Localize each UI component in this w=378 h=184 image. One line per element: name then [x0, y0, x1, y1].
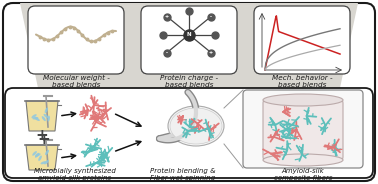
- FancyBboxPatch shape: [254, 6, 350, 74]
- FancyBboxPatch shape: [5, 88, 373, 178]
- FancyBboxPatch shape: [3, 3, 375, 181]
- Text: +: +: [36, 128, 48, 143]
- Ellipse shape: [40, 161, 46, 164]
- Text: N: N: [187, 32, 191, 37]
- Ellipse shape: [34, 117, 40, 121]
- FancyBboxPatch shape: [243, 90, 363, 168]
- Text: Mech. behavior -
based blends: Mech. behavior - based blends: [272, 75, 332, 88]
- Ellipse shape: [42, 116, 46, 121]
- Ellipse shape: [45, 150, 49, 155]
- FancyBboxPatch shape: [263, 100, 343, 160]
- Ellipse shape: [38, 155, 42, 161]
- Polygon shape: [20, 3, 358, 88]
- Polygon shape: [26, 101, 58, 131]
- Ellipse shape: [35, 153, 39, 158]
- Ellipse shape: [168, 106, 224, 146]
- Text: Molecular weight -
based blends: Molecular weight - based blends: [43, 75, 110, 88]
- Text: +: +: [209, 50, 213, 55]
- FancyBboxPatch shape: [141, 6, 237, 74]
- Ellipse shape: [43, 114, 48, 118]
- Text: -: -: [210, 14, 212, 19]
- Text: Protein charge -
based blends: Protein charge - based blends: [160, 75, 218, 88]
- Text: -: -: [166, 50, 168, 55]
- Text: +: +: [165, 14, 169, 19]
- Text: Microbially synthesized
amyloid-silk proteins: Microbially synthesized amyloid-silk pro…: [34, 168, 116, 181]
- FancyBboxPatch shape: [28, 6, 124, 74]
- Ellipse shape: [31, 114, 37, 118]
- Text: Protein blending &
Fiber wet-spinning: Protein blending & Fiber wet-spinning: [150, 168, 216, 181]
- Polygon shape: [26, 145, 58, 170]
- Ellipse shape: [170, 108, 222, 144]
- Ellipse shape: [32, 151, 37, 156]
- Ellipse shape: [263, 94, 343, 106]
- Ellipse shape: [35, 153, 40, 157]
- Ellipse shape: [44, 160, 49, 164]
- Text: +: +: [38, 132, 50, 146]
- Ellipse shape: [33, 117, 39, 120]
- Ellipse shape: [47, 116, 50, 122]
- Ellipse shape: [263, 154, 343, 166]
- Text: Amyloid-silk
composite fibers: Amyloid-silk composite fibers: [274, 168, 332, 181]
- Ellipse shape: [45, 107, 48, 113]
